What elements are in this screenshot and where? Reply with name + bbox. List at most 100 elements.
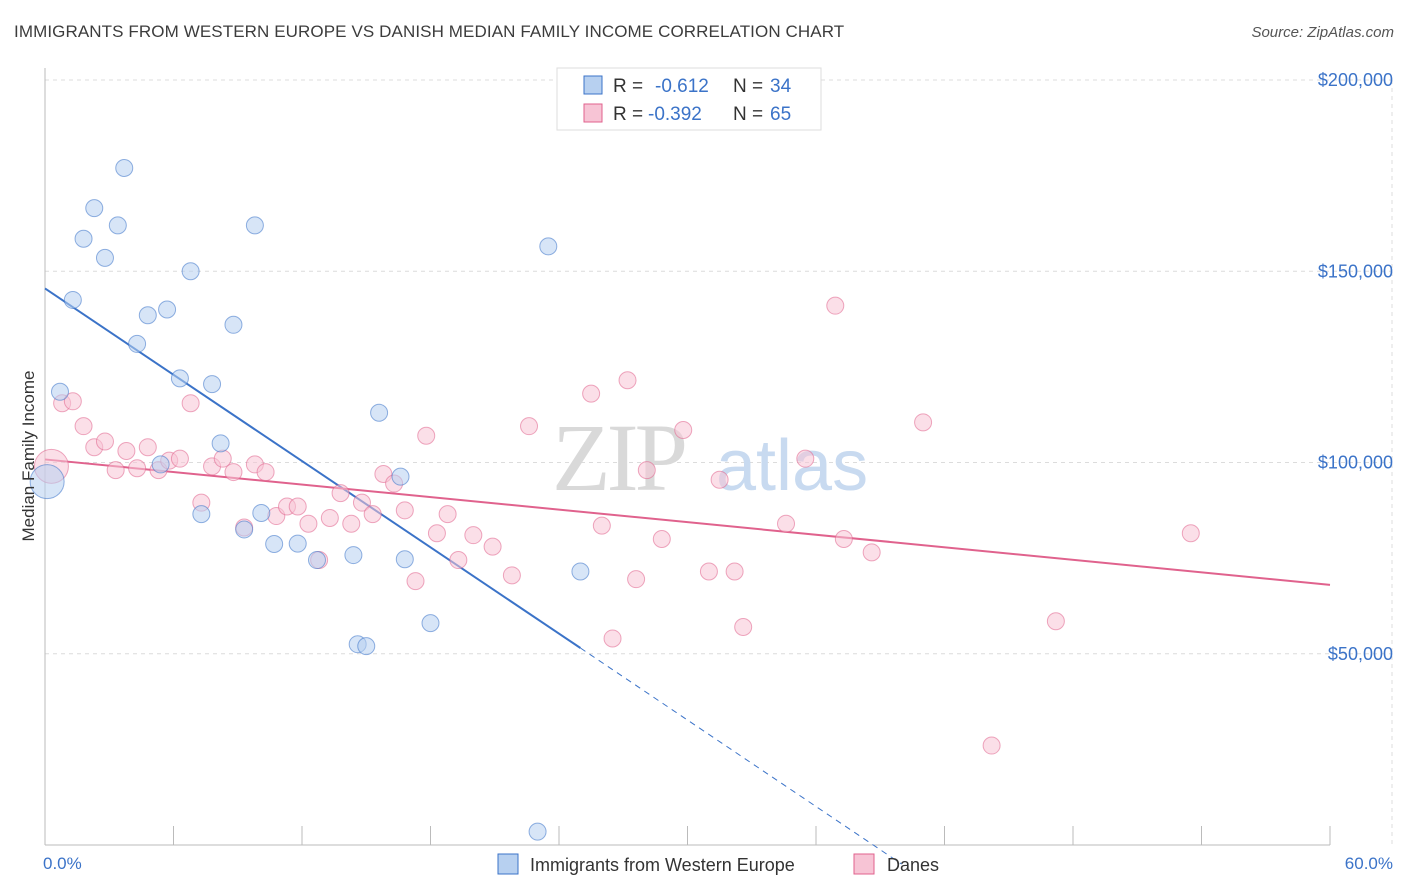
blue-point-17 (224, 315, 243, 334)
series-legend-swatch-blue (497, 853, 519, 875)
pink-point-23 (288, 497, 307, 516)
pink-point-5 (95, 432, 114, 451)
pink-point-9 (138, 438, 157, 457)
pink-point-6 (106, 461, 125, 480)
blue-point-16 (211, 434, 230, 453)
blue-point-12 (170, 369, 189, 388)
pink-point-51 (699, 562, 718, 581)
pink-point-39 (464, 526, 483, 545)
watermark: ZIP atlas (552, 404, 868, 511)
blue-point-6 (108, 216, 127, 235)
pink-point-40 (483, 537, 502, 556)
pink-point-24 (299, 514, 318, 533)
pink-point-53 (725, 562, 744, 581)
pink-point-35 (417, 426, 436, 445)
blue-point-21 (265, 534, 284, 553)
blue-point-5 (95, 248, 114, 267)
blue-point-26 (357, 637, 376, 656)
y-tick-label-2: $150,000 (1318, 261, 1393, 281)
pink-point-13 (181, 394, 200, 413)
pink-point-55 (777, 514, 796, 533)
data-points (29, 158, 1200, 841)
pink-point-2 (63, 392, 82, 411)
watermark-atlas: atlas (716, 426, 868, 506)
y-tick-label-3: $200,000 (1318, 70, 1393, 90)
blue-point-31 (528, 822, 547, 841)
blue-point-18 (235, 520, 254, 539)
blue-point-32 (539, 237, 558, 256)
blue-point-1 (50, 382, 69, 401)
blue-point-33 (571, 562, 590, 581)
trend-lines (44, 287, 1331, 865)
pink-point-34 (406, 572, 425, 591)
series-legend: Immigrants from Western Europe Danes (497, 853, 939, 875)
pink-point-17 (224, 463, 243, 482)
blue-point-20 (252, 503, 271, 522)
y-tick-label-0: $50,000 (1328, 644, 1393, 664)
blue-point-10 (151, 455, 170, 474)
series-legend-swatch-pink (853, 853, 875, 875)
legend-n-label-1: N = (733, 76, 763, 97)
blue-point-7 (115, 158, 134, 177)
pink-trend-line (44, 458, 1331, 586)
x-tick-label-min: 0.0% (43, 854, 82, 873)
blue-point-19 (245, 216, 264, 235)
series-legend-label-pink: Danes (887, 855, 939, 875)
pink-point-3 (74, 417, 93, 436)
pink-point-48 (637, 461, 656, 480)
blue-point-15 (203, 375, 222, 394)
blue-point-29 (395, 550, 414, 569)
pink-point-60 (914, 413, 933, 432)
pink-point-29 (352, 493, 371, 512)
pink-point-61 (982, 736, 1001, 755)
blue-trend-extension (580, 647, 902, 865)
legend-r-value-1: -0.612 (655, 76, 709, 97)
legend-swatch-pink (583, 103, 603, 123)
source-label: Source: ZipAtlas.com (1251, 24, 1394, 41)
pink-point-50 (674, 420, 693, 439)
pink-point-52 (710, 470, 729, 489)
pink-point-59 (862, 543, 881, 562)
chart-title: IMMIGRANTS FROM WESTERN EUROPE VS DANISH… (14, 22, 845, 41)
watermark-zip: ZIP (552, 404, 685, 511)
series-legend-label-blue: Immigrants from Western Europe (530, 855, 795, 875)
blue-point-28 (391, 467, 410, 486)
legend-r-label-1: R = (613, 76, 643, 97)
pink-point-7 (117, 442, 136, 461)
axes (44, 68, 1331, 846)
pink-point-33 (395, 501, 414, 520)
pink-point-37 (438, 505, 457, 524)
legend-swatch-blue (583, 75, 603, 95)
pink-point-45 (603, 629, 622, 648)
legend-r-label-2: R = (613, 104, 643, 125)
pink-point-49 (652, 530, 671, 548)
blue-point-14 (192, 505, 211, 524)
pink-point-58 (834, 530, 853, 548)
pink-point-47 (627, 570, 646, 589)
blue-point-3 (74, 229, 93, 248)
blue-point-8 (128, 334, 147, 353)
blue-point-2 (63, 290, 82, 309)
pink-point-63 (1181, 524, 1200, 543)
pink-point-43 (582, 384, 601, 403)
blue-point-24 (344, 546, 363, 565)
pink-point-36 (427, 524, 446, 543)
pink-point-42 (520, 417, 539, 436)
pink-point-56 (796, 449, 815, 468)
x-tick-labels: 0.0% 60.0% (43, 854, 1393, 873)
x-tick-label-max: 60.0% (1345, 854, 1393, 873)
stats-legend: R = -0.612 N = 34 R = -0.392 N = 65 (556, 67, 822, 131)
pink-point-28 (342, 514, 361, 533)
pink-point-20 (256, 463, 275, 482)
blue-point-13 (181, 262, 200, 281)
pink-point-26 (320, 508, 339, 527)
blue-point-30 (421, 614, 440, 633)
blue-point-0 (29, 464, 65, 500)
blue-point-22 (288, 534, 307, 553)
pink-point-38 (449, 551, 468, 570)
pink-point-12 (170, 449, 189, 468)
legend-r-value-2: -0.392 (648, 104, 702, 125)
y-tick-labels: $50,000 $100,000 $150,000 $200,000 (1318, 70, 1393, 664)
legend-n-label-2: N = (733, 104, 763, 125)
y-tick-label-1: $100,000 (1318, 453, 1393, 473)
